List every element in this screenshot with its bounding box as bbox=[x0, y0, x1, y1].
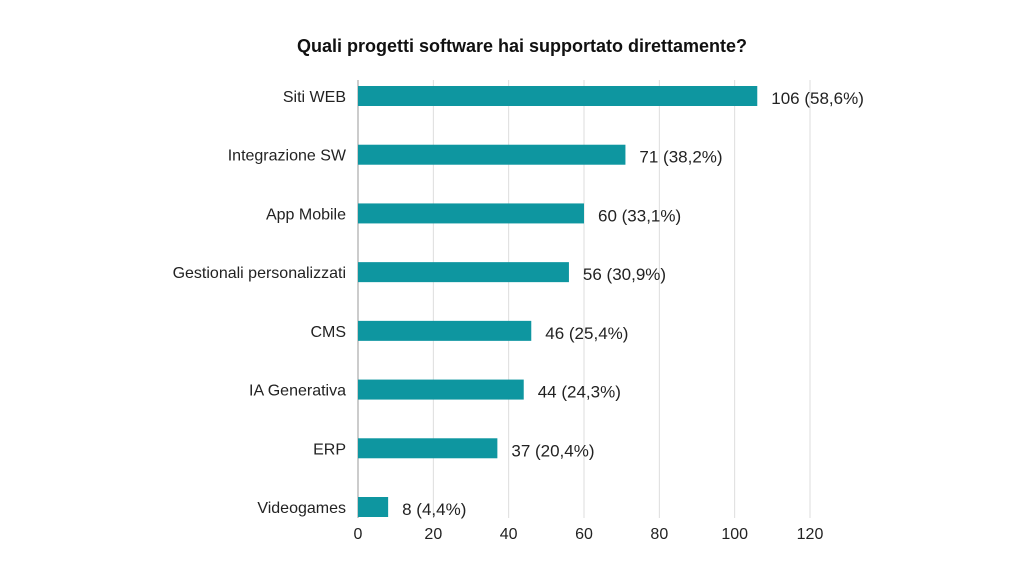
bar bbox=[358, 320, 532, 341]
category-label: Gestionali personalizzati bbox=[173, 265, 346, 282]
category-label: Videogames bbox=[257, 500, 346, 517]
category-label: IA Generativa bbox=[249, 383, 346, 400]
bar bbox=[358, 86, 758, 106]
category-labels: Siti WEB Integrazione SW App Mobile Gestion… bbox=[173, 89, 347, 517]
category-label: App Mobile bbox=[266, 206, 346, 223]
data-label: 37 (20,4%) bbox=[511, 441, 594, 460]
category-label: Integrazione SW bbox=[228, 148, 347, 165]
x-tick-label: 40 bbox=[500, 526, 518, 543]
data-label: 46 (25,4%) bbox=[545, 324, 628, 343]
bar bbox=[358, 438, 498, 459]
bar bbox=[358, 144, 626, 165]
bar bbox=[358, 379, 524, 400]
bar bbox=[358, 497, 389, 517]
data-label: 106 (58,6%) bbox=[771, 89, 864, 108]
x-axis-ticks: 0 20 40 60 80 100 120 bbox=[354, 526, 824, 543]
chart-title: Quali progetti software hai supportato d… bbox=[297, 36, 747, 56]
data-label: 8 (4,4%) bbox=[402, 500, 466, 519]
data-label: 71 (38,2%) bbox=[639, 148, 722, 167]
category-label: CMS bbox=[310, 324, 346, 341]
bar bbox=[358, 203, 584, 224]
data-labels: 106 (58,6%) 71 (38,2%) 60 (33,1%) 56 (30,9%… bbox=[402, 89, 864, 519]
x-tick-label: 80 bbox=[650, 526, 668, 543]
data-label: 60 (33,1%) bbox=[598, 206, 681, 225]
category-label: ERP bbox=[313, 441, 346, 458]
x-tick-label: 20 bbox=[424, 526, 442, 543]
data-label: 56 (30,9%) bbox=[583, 265, 666, 284]
x-tick-label: 60 bbox=[575, 526, 593, 543]
bars bbox=[358, 86, 758, 517]
category-label: Siti WEB bbox=[283, 89, 346, 106]
x-tick-label: 120 bbox=[797, 526, 824, 543]
x-tick-label: 0 bbox=[354, 526, 363, 543]
data-label: 44 (24,3%) bbox=[538, 383, 621, 402]
x-tick-label: 100 bbox=[721, 526, 748, 543]
bar bbox=[358, 262, 569, 283]
